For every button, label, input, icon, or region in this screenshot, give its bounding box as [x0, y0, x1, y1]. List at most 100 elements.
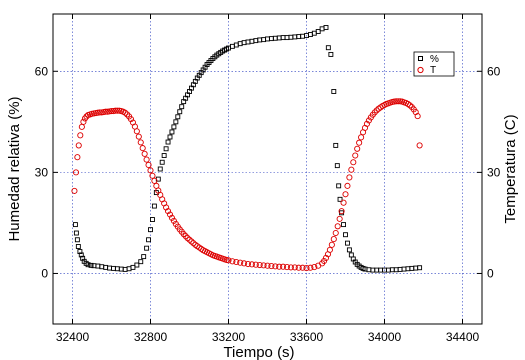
legend-label-temperatura: T — [430, 65, 436, 76]
data-point-temperatura — [395, 98, 402, 105]
data-point-temperatura — [124, 111, 131, 118]
data-point-temperatura — [330, 236, 337, 243]
data-point-temperatura — [168, 214, 175, 221]
data-point-humedad — [78, 252, 84, 258]
data-point-humedad — [237, 41, 243, 47]
data-point-temperatura — [373, 107, 380, 114]
data-point-temperatura — [145, 161, 152, 169]
data-point-temperatura — [287, 264, 294, 271]
data-point-temperatura — [336, 215, 343, 222]
data-point-temperatura — [241, 260, 248, 267]
legend-circle-marker — [417, 66, 424, 74]
data-point-temperatura — [188, 238, 195, 245]
series-temperatura — [71, 98, 423, 272]
data-point-temperatura — [133, 128, 140, 135]
data-point-temperatura — [127, 116, 135, 123]
data-point-temperatura — [344, 182, 351, 189]
legend-square-marker — [418, 56, 423, 61]
data-point-temperatura — [320, 257, 328, 265]
data-point-temperatura — [283, 264, 291, 271]
data-point-humedad — [409, 265, 415, 271]
x-tick-label: 32800 — [134, 330, 168, 344]
data-point-humedad — [374, 267, 380, 273]
data-point-temperatura — [332, 229, 339, 237]
data-point-temperatura — [338, 208, 345, 215]
data-point-humedad — [346, 247, 352, 253]
data-point-temperatura — [74, 154, 81, 161]
data-point-temperatura — [147, 167, 154, 174]
x-axis-label: Tiempo (s) — [223, 344, 294, 360]
data-point-humedad — [165, 139, 171, 145]
data-point-humedad — [337, 196, 343, 202]
data-point-temperatura — [72, 169, 80, 176]
plot-frame — [52, 13, 483, 325]
data-point-humedad — [389, 267, 395, 273]
data-point-humedad — [249, 38, 255, 44]
data-point-humedad — [334, 163, 340, 169]
data-point-temperatura — [272, 263, 279, 270]
y-tick-label-left: 60 — [35, 64, 49, 78]
data-point-humedad — [77, 249, 83, 255]
data-point-humedad — [134, 262, 140, 268]
data-point-humedad — [405, 266, 411, 272]
data-point-humedad — [261, 37, 267, 43]
data-point-temperatura — [143, 156, 150, 163]
data-point-temperatura — [340, 199, 347, 206]
data-point-humedad — [149, 217, 155, 222]
data-point-temperatura — [348, 166, 355, 173]
data-point-humedad — [328, 51, 334, 57]
data-point-temperatura — [166, 211, 174, 218]
data-point-temperatura — [268, 262, 275, 270]
grid — [53, 14, 482, 324]
data-point-temperatura — [108, 107, 115, 115]
data-point-humedad — [110, 265, 116, 271]
data-point-humedad — [341, 222, 346, 228]
y-tick-label-right: 0 — [487, 266, 494, 280]
data-point-temperatura — [114, 107, 121, 114]
data-point-temperatura — [280, 263, 287, 270]
data-point-temperatura — [256, 261, 263, 269]
data-point-humedad — [241, 40, 247, 46]
data-point-humedad — [296, 34, 302, 40]
data-point-humedad — [75, 244, 81, 249]
data-point-temperatura — [83, 113, 90, 120]
data-point-temperatura — [151, 177, 158, 184]
data-point-humedad — [159, 159, 165, 165]
data-point-humedad — [292, 34, 298, 40]
data-point-temperatura — [96, 109, 103, 116]
data-point-temperatura — [356, 139, 363, 146]
data-point-humedad — [167, 134, 173, 140]
data-point-humedad — [323, 25, 329, 30]
data-point-temperatura — [139, 145, 146, 152]
data-point-humedad — [73, 230, 79, 236]
data-point-temperatura — [311, 264, 318, 271]
data-point-humedad — [175, 114, 181, 120]
y-tick-label-right: 60 — [487, 64, 501, 78]
data-point-humedad — [99, 264, 105, 270]
data-point-humedad — [138, 259, 144, 265]
data-point-humedad — [85, 262, 91, 268]
data-point-humedad — [257, 37, 263, 43]
data-point-humedad — [157, 166, 163, 172]
data-point-humedad — [169, 129, 175, 135]
data-point-temperatura — [276, 263, 283, 270]
data-point-humedad — [253, 38, 259, 44]
legend-box — [413, 51, 455, 77]
data-point-temperatura — [102, 108, 109, 115]
y-tick-label-left: 30 — [35, 165, 49, 179]
data-point-temperatura — [363, 120, 371, 127]
data-point-humedad — [126, 266, 132, 272]
data-point-temperatura — [75, 142, 82, 149]
x-tick-label: 32400 — [56, 330, 90, 344]
y-axis-label-right: Temperatura (C) — [502, 114, 519, 223]
data-point-humedad — [245, 39, 251, 45]
data-point-temperatura — [416, 142, 423, 149]
data-point-temperatura — [248, 261, 255, 268]
data-point-temperatura — [122, 109, 129, 116]
data-point-temperatura — [252, 261, 259, 268]
data-point-humedad — [417, 265, 423, 271]
y-tick-label-right: 30 — [487, 165, 501, 179]
data-point-humedad — [268, 36, 274, 42]
data-point-temperatura — [299, 264, 306, 271]
data-point-temperatura — [244, 260, 252, 268]
